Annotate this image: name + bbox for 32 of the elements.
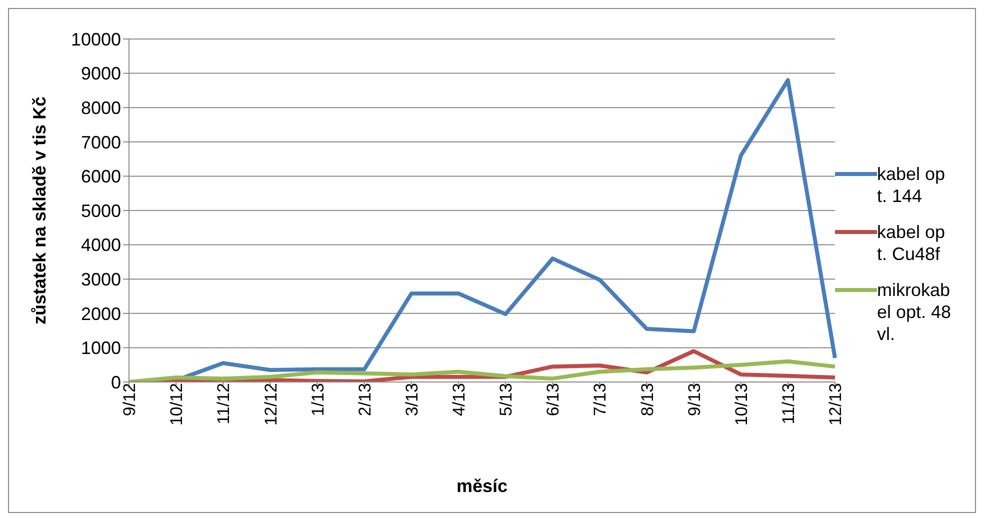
x-tick-label: 12/12: [261, 383, 280, 426]
x-tick-label: 5/13: [496, 383, 516, 416]
y-tick-label: 1000: [80, 338, 121, 358]
x-tick-label: 12/13: [826, 383, 846, 426]
x-tick-label: 6/13: [544, 383, 563, 416]
legend-label: kabel opt. 144: [877, 162, 946, 206]
x-tick-label: 10/12: [167, 383, 186, 426]
y-tick-label: 8000: [80, 98, 121, 118]
y-axis-title: zůstatek na skladě v tis Kč: [29, 96, 50, 325]
x-tick-label: 7/13: [590, 383, 610, 416]
y-tick-label: 7000: [80, 132, 121, 152]
x-tick-label: 2/13: [355, 383, 374, 416]
y-tick-label: 3000: [80, 269, 121, 290]
y-tick-label: 5000: [80, 200, 121, 221]
y-tick-label: 6000: [80, 166, 121, 187]
y-tick-label: 4000: [80, 235, 121, 256]
x-tick-label: 8/13: [638, 383, 657, 416]
x-tick-label: 3/13: [402, 383, 422, 416]
y-tick-label: 2000: [80, 304, 121, 324]
x-tick-label: 4/13: [450, 383, 469, 416]
x-tick-label: 1/13: [308, 383, 328, 416]
x-tick-label: 9/13: [684, 383, 704, 416]
x-axis-title: měsíc: [456, 476, 508, 496]
y-tick-label: 10000: [70, 29, 121, 50]
legend-label: kabel opt. Cu48f: [877, 220, 946, 264]
x-tick-label: 10/13: [732, 383, 751, 426]
x-tick-label: 11/13: [779, 383, 798, 424]
x-tick-label: 9/12: [120, 383, 140, 416]
y-tick-label: 0: [110, 372, 121, 392]
x-tick-label: 11/12: [214, 383, 234, 424]
y-tick-label: 9000: [80, 64, 121, 84]
legend-label: mikrokabel opt. 48vl.: [877, 278, 952, 344]
